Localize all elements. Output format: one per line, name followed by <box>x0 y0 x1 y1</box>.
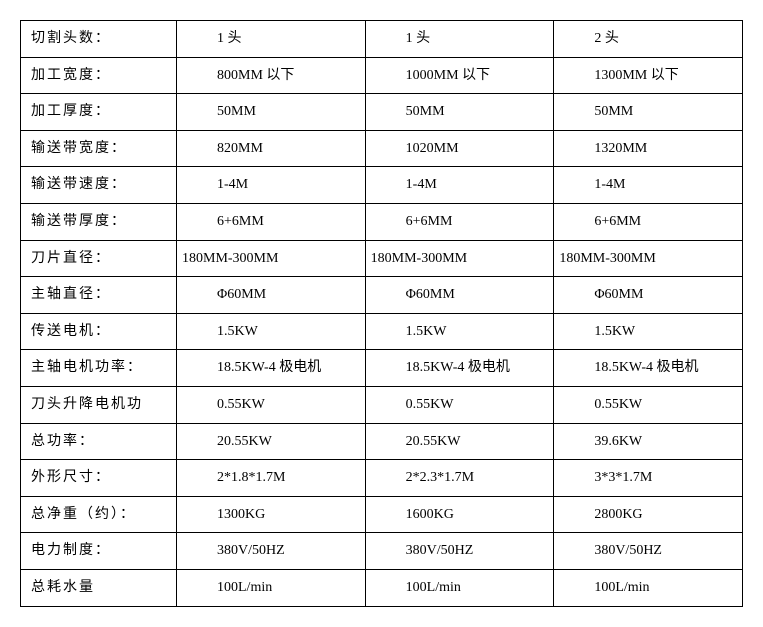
table-row: 输送带厚度：6+6MM6+6MM6+6MM <box>21 203 743 240</box>
row-value: 6+6MM <box>554 203 743 240</box>
row-value: 100L/min <box>554 569 743 606</box>
row-value: 20.55KW <box>177 423 366 460</box>
row-label: 主轴电机功率： <box>21 350 177 387</box>
row-value: 100L/min <box>177 569 366 606</box>
table-row: 输送带速度：1-4M1-4M1-4M <box>21 167 743 204</box>
row-value: 1600KG <box>365 496 554 533</box>
row-value: 1.5KW <box>177 313 366 350</box>
row-value: 180MM-300MM <box>365 240 554 277</box>
row-label: 传送电机： <box>21 313 177 350</box>
row-label: 电力制度： <box>21 533 177 570</box>
row-label: 切割头数： <box>21 21 177 58</box>
row-value: 100L/min <box>365 569 554 606</box>
row-value: 18.5KW-4 极电机 <box>554 350 743 387</box>
row-value: 2800KG <box>554 496 743 533</box>
row-value: 380V/50HZ <box>365 533 554 570</box>
row-label: 输送带厚度： <box>21 203 177 240</box>
row-label: 刀片直径： <box>21 240 177 277</box>
row-value: 820MM <box>177 130 366 167</box>
row-value: 2 头 <box>554 21 743 58</box>
row-value: 6+6MM <box>177 203 366 240</box>
row-label: 总净重（约）： <box>21 496 177 533</box>
row-value: 2*1.8*1.7M <box>177 460 366 497</box>
table-row: 总功率：20.55KW20.55KW39.6KW <box>21 423 743 460</box>
row-value: 1020MM <box>365 130 554 167</box>
row-value: 1300MM 以下 <box>554 57 743 94</box>
row-label: 总功率： <box>21 423 177 460</box>
row-value: 1 头 <box>177 21 366 58</box>
table-row: 总耗水量100L/min100L/min100L/min <box>21 569 743 606</box>
row-value: 18.5KW-4 极电机 <box>365 350 554 387</box>
row-value: 1300KG <box>177 496 366 533</box>
row-value: 1.5KW <box>554 313 743 350</box>
table-row: 刀头升降电机功0.55KW0.55KW0.55KW <box>21 386 743 423</box>
row-value: Φ60MM <box>177 277 366 314</box>
table-row: 加工厚度：50MM50MM50MM <box>21 94 743 131</box>
row-value: 3*3*1.7M <box>554 460 743 497</box>
row-value: 800MM 以下 <box>177 57 366 94</box>
row-label: 输送带宽度： <box>21 130 177 167</box>
row-value: 20.55KW <box>365 423 554 460</box>
row-value: 0.55KW <box>177 386 366 423</box>
row-label: 刀头升降电机功 <box>21 386 177 423</box>
table-row: 传送电机：1.5KW1.5KW1.5KW <box>21 313 743 350</box>
row-label: 主轴直径： <box>21 277 177 314</box>
table-row: 加工宽度：800MM 以下1000MM 以下1300MM 以下 <box>21 57 743 94</box>
row-value: 39.6KW <box>554 423 743 460</box>
row-value: 1-4M <box>365 167 554 204</box>
row-value: 2*2.3*1.7M <box>365 460 554 497</box>
table-row: 电力制度：380V/50HZ380V/50HZ380V/50HZ <box>21 533 743 570</box>
row-label: 输送带速度： <box>21 167 177 204</box>
table-row: 切割头数：1 头1 头2 头 <box>21 21 743 58</box>
row-value: 1000MM 以下 <box>365 57 554 94</box>
row-value: 18.5KW-4 极电机 <box>177 350 366 387</box>
row-value: 50MM <box>365 94 554 131</box>
row-value: 50MM <box>177 94 366 131</box>
row-value: 380V/50HZ <box>554 533 743 570</box>
table-row: 刀片直径：180MM-300MM180MM-300MM180MM-300MM <box>21 240 743 277</box>
row-value: 380V/50HZ <box>177 533 366 570</box>
spec-table: 切割头数：1 头1 头2 头加工宽度：800MM 以下1000MM 以下1300… <box>20 20 743 607</box>
table-row: 外形尺寸：2*1.8*1.7M2*2.3*1.7M3*3*1.7M <box>21 460 743 497</box>
row-value: 50MM <box>554 94 743 131</box>
row-value: 180MM-300MM <box>554 240 743 277</box>
table-row: 输送带宽度：820MM1020MM1320MM <box>21 130 743 167</box>
row-value: 1-4M <box>554 167 743 204</box>
row-value: 1-4M <box>177 167 366 204</box>
row-label: 总耗水量 <box>21 569 177 606</box>
row-value: 180MM-300MM <box>177 240 366 277</box>
row-label: 加工厚度： <box>21 94 177 131</box>
table-row: 总净重（约）：1300KG1600KG2800KG <box>21 496 743 533</box>
row-label: 外形尺寸： <box>21 460 177 497</box>
row-value: 6+6MM <box>365 203 554 240</box>
row-value: 0.55KW <box>554 386 743 423</box>
spec-table-body: 切割头数：1 头1 头2 头加工宽度：800MM 以下1000MM 以下1300… <box>21 21 743 607</box>
row-value: Φ60MM <box>554 277 743 314</box>
row-value: 0.55KW <box>365 386 554 423</box>
row-value: 1 头 <box>365 21 554 58</box>
row-value: Φ60MM <box>365 277 554 314</box>
table-row: 主轴直径：Φ60MMΦ60MMΦ60MM <box>21 277 743 314</box>
row-value: 1.5KW <box>365 313 554 350</box>
row-value: 1320MM <box>554 130 743 167</box>
row-label: 加工宽度： <box>21 57 177 94</box>
table-row: 主轴电机功率：18.5KW-4 极电机18.5KW-4 极电机18.5KW-4 … <box>21 350 743 387</box>
